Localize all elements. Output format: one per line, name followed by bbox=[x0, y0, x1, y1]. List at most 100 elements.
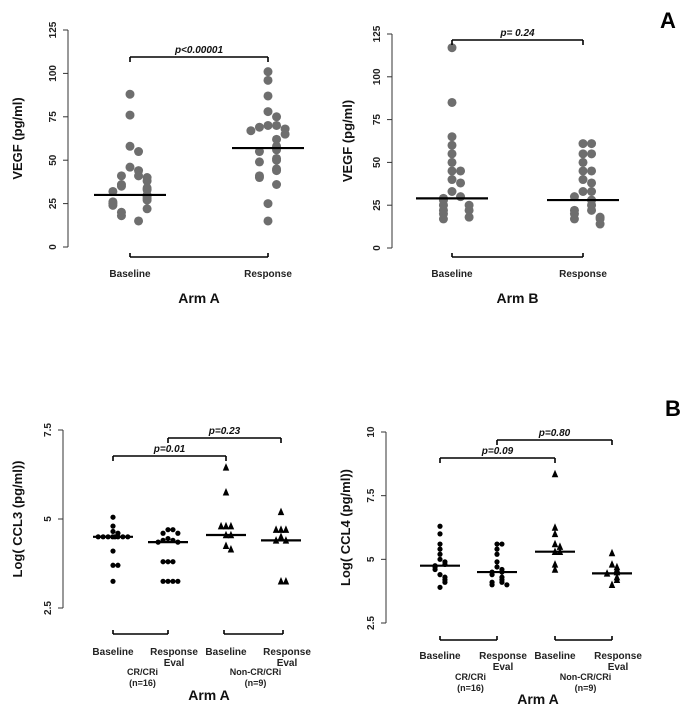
group-label: Non-CR/CRi (n=9) bbox=[560, 672, 612, 693]
data-point bbox=[447, 149, 457, 159]
y-tick-label: 100 bbox=[372, 68, 383, 85]
data-point bbox=[437, 572, 443, 578]
p-value-label: p=0.09 bbox=[481, 446, 514, 457]
p-value-label: p=0.80 bbox=[538, 428, 571, 439]
category-label: Baseline bbox=[431, 269, 473, 280]
data-point bbox=[116, 171, 126, 181]
y-axis-title: Log( CCL3 (pg/ml)) bbox=[10, 461, 25, 578]
y-tick-label: 75 bbox=[48, 111, 59, 123]
data-point bbox=[447, 43, 457, 53]
x-axis-title: Arm B bbox=[496, 290, 538, 306]
data-point bbox=[489, 582, 495, 588]
y-tick-label: 5 bbox=[366, 556, 377, 562]
y-tick-label: 2.5 bbox=[366, 616, 377, 630]
data-point bbox=[447, 97, 457, 107]
data-point bbox=[578, 175, 588, 185]
category-label: Response bbox=[559, 269, 607, 280]
y-axis-title: VEGF (pg/ml) bbox=[10, 97, 25, 179]
y-axis-title: Log( CCL4 (pg/ml)) bbox=[338, 469, 353, 586]
data-point-triangle bbox=[608, 580, 616, 589]
data-point bbox=[437, 551, 443, 557]
data-point bbox=[110, 562, 116, 568]
y-tick-label: 100 bbox=[48, 65, 59, 82]
group-label: CR/CRi (n=16) bbox=[127, 667, 158, 688]
data-point bbox=[108, 200, 118, 210]
data-point-triangle bbox=[613, 575, 621, 583]
data-point bbox=[134, 216, 144, 226]
data-point-triangle bbox=[277, 532, 285, 541]
data-point bbox=[447, 166, 457, 176]
data-point bbox=[272, 134, 282, 144]
y-tick-label: 2.5 bbox=[43, 601, 54, 615]
data-point bbox=[494, 551, 500, 557]
data-point bbox=[464, 205, 474, 215]
y-tick-label: 7.5 bbox=[366, 488, 377, 502]
category-label: Baseline bbox=[205, 647, 247, 658]
data-point bbox=[272, 120, 282, 130]
data-point bbox=[464, 212, 474, 222]
data-point bbox=[587, 139, 597, 149]
y-tick-label: 5 bbox=[43, 516, 54, 522]
data-point bbox=[175, 578, 181, 584]
data-point bbox=[110, 514, 116, 520]
data-point bbox=[108, 186, 118, 196]
data-point bbox=[437, 523, 443, 529]
x-axis-title: Arm A bbox=[188, 687, 230, 703]
y-tick-label: 125 bbox=[48, 21, 59, 38]
data-point bbox=[116, 181, 126, 191]
data-point bbox=[142, 204, 152, 214]
y-tick-label: 50 bbox=[48, 154, 59, 166]
data-point-triangle bbox=[272, 525, 280, 533]
data-point bbox=[160, 578, 166, 584]
data-point bbox=[494, 564, 500, 570]
y-tick-label: 25 bbox=[48, 198, 59, 210]
data-point-triangle bbox=[222, 463, 230, 471]
p-value-label: p=0.01 bbox=[153, 444, 186, 455]
data-point-triangle bbox=[551, 560, 559, 568]
category-label: Response Eval bbox=[150, 647, 198, 669]
data-point bbox=[170, 527, 176, 533]
data-point bbox=[494, 559, 500, 565]
data-point bbox=[456, 166, 466, 176]
data-point bbox=[160, 559, 166, 565]
group-label: Non-CR/CRi (n=9) bbox=[230, 667, 282, 688]
data-point bbox=[263, 107, 273, 117]
data-point bbox=[447, 132, 457, 142]
category-label: Baseline bbox=[419, 651, 461, 662]
y-tick-label: 7.5 bbox=[43, 423, 54, 437]
data-point bbox=[263, 120, 273, 130]
data-point bbox=[587, 205, 597, 215]
data-point-triangle bbox=[608, 548, 616, 557]
category-label: Baseline bbox=[534, 651, 576, 662]
data-point bbox=[246, 126, 256, 136]
data-point-triangle bbox=[217, 521, 225, 530]
data-point bbox=[578, 139, 588, 149]
data-point bbox=[447, 140, 457, 150]
data-point bbox=[578, 149, 588, 159]
data-point bbox=[263, 91, 273, 101]
data-point bbox=[263, 75, 273, 85]
data-point bbox=[437, 556, 443, 562]
data-point bbox=[437, 531, 443, 537]
data-point-triangle bbox=[222, 541, 230, 549]
data-point bbox=[165, 535, 171, 542]
category-label: Response Eval bbox=[594, 651, 642, 673]
data-point bbox=[142, 176, 152, 186]
data-point bbox=[587, 178, 597, 188]
data-point-triangle bbox=[277, 577, 285, 585]
x-axis-title: Arm A bbox=[517, 691, 559, 707]
data-point bbox=[447, 157, 457, 167]
data-point bbox=[587, 187, 597, 197]
category-label: Response bbox=[244, 269, 292, 280]
data-point bbox=[125, 162, 135, 172]
data-point bbox=[254, 147, 264, 157]
data-point-triangle bbox=[227, 521, 235, 530]
data-point bbox=[263, 199, 273, 209]
data-point-triangle bbox=[282, 525, 290, 533]
data-point bbox=[447, 175, 457, 185]
data-point-triangle bbox=[277, 525, 285, 533]
data-point bbox=[456, 192, 466, 202]
data-point bbox=[254, 122, 264, 132]
data-point bbox=[432, 566, 438, 573]
